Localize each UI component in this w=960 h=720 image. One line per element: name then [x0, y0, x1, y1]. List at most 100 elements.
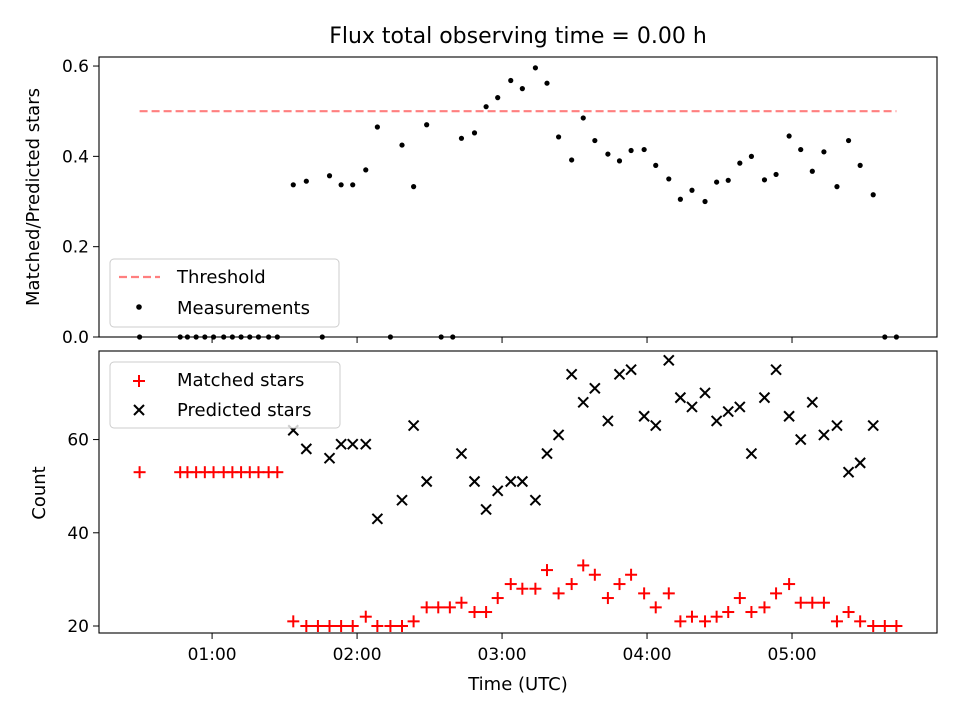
- measurement-point: [519, 86, 525, 92]
- predicted-star-point: [407, 419, 420, 432]
- bottom-y-axis-label: Count: [29, 466, 50, 519]
- measurement-point: [761, 177, 768, 183]
- legend-matched-swatch: [133, 375, 145, 387]
- predicted-star-point: [602, 415, 614, 427]
- measurement-point: [737, 160, 743, 166]
- matched-star-point: [443, 601, 456, 614]
- matched-star-point: [455, 596, 468, 609]
- predicted-star-point: [577, 396, 589, 408]
- matched-star-point: [346, 620, 359, 633]
- measurement-point: [821, 149, 827, 155]
- measurement-point: [834, 184, 840, 190]
- matched-star-point: [854, 615, 867, 628]
- measurement-point: [628, 147, 634, 154]
- y-tick-label: 0.2: [62, 238, 89, 258]
- matched-star-point: [323, 620, 336, 633]
- matched-star-point: [207, 466, 220, 479]
- measurement-point: [748, 153, 755, 159]
- predicted-star-point: [710, 415, 723, 427]
- bottom-legend: Matched stars Predicted stars: [109, 361, 341, 429]
- matched-star-point: [491, 592, 504, 605]
- predicted-star-point: [360, 438, 372, 450]
- predicted-star-point: [674, 391, 687, 404]
- matched-star-point: [662, 587, 675, 600]
- measurement-point: [798, 146, 804, 153]
- matched-star-point: [806, 596, 819, 609]
- matched-star-point: [699, 615, 712, 628]
- measurement-point: [616, 158, 623, 164]
- measurement-point: [508, 77, 514, 84]
- measurement-point: [653, 162, 659, 168]
- matched-star-point: [540, 564, 553, 577]
- matched-star-point: [783, 578, 796, 591]
- measurement-point: [870, 192, 876, 198]
- matched-star-point: [733, 592, 746, 605]
- predicted-star-point: [505, 475, 517, 488]
- predicted-star-point: [371, 513, 384, 525]
- bottom-panel-frame: [98, 350, 938, 634]
- predicted-star-point: [795, 433, 807, 446]
- predicted-star-point: [783, 410, 795, 422]
- matched-star-point: [745, 606, 758, 619]
- legend-predicted-swatch: [133, 404, 145, 416]
- predicted-star-point: [699, 387, 711, 399]
- matched-star-point: [674, 615, 687, 628]
- bottom-y-ticks: 20 40 60: [67, 431, 99, 637]
- predicted-star-point: [745, 447, 758, 460]
- measurement-point: [532, 65, 538, 71]
- legend-predicted-label: Predicted stars: [177, 400, 311, 421]
- predicted-star-point: [480, 503, 492, 516]
- measurement-point: [857, 162, 863, 168]
- top-legend-box: [109, 258, 340, 328]
- y-tick-label: 0.0: [62, 328, 89, 348]
- measurement-point: [689, 187, 695, 193]
- matched-star-point: [271, 466, 284, 479]
- predicted-star-point: [516, 475, 529, 488]
- predicted-star-point: [734, 401, 746, 413]
- matched-star-point: [468, 606, 481, 619]
- matched-star-point: [770, 587, 783, 600]
- predicted-star-point: [818, 429, 830, 441]
- predicted-star-point: [529, 494, 542, 506]
- predicted-star-point: [420, 475, 433, 488]
- measurement-point: [544, 80, 550, 86]
- measurement-point: [714, 179, 720, 185]
- predicted-star-point: [613, 368, 626, 381]
- matched-star-point: [407, 615, 420, 628]
- measurement-point: [424, 122, 430, 128]
- predicted-star-point: [638, 410, 650, 422]
- matched-star-point: [817, 596, 830, 609]
- x-tick-label: 04:00: [623, 645, 672, 665]
- measurement-point: [471, 130, 478, 136]
- matched-star-point: [552, 587, 565, 600]
- matched-star-point: [613, 578, 626, 591]
- predicted-star-point: [854, 457, 866, 469]
- measurement-point: [458, 135, 465, 141]
- y-tick-label: 0.4: [62, 147, 89, 167]
- matched-star-point: [890, 620, 903, 633]
- matched-star-point: [565, 578, 578, 591]
- measurement-point: [374, 124, 380, 130]
- matched-star-point: [577, 559, 590, 572]
- matched-star-point: [638, 587, 651, 600]
- measurement-point: [605, 151, 611, 157]
- matched-star-point: [359, 610, 372, 623]
- legend-measurements-swatch: [136, 304, 142, 310]
- y-tick-label: 20: [67, 617, 89, 637]
- y-tick-label: 60: [67, 431, 89, 451]
- measurement-point: [363, 167, 369, 173]
- predicted-star-point: [589, 382, 601, 394]
- matched-star-point: [480, 606, 493, 619]
- matched-star-point: [420, 601, 433, 614]
- matched-star-point: [649, 601, 662, 614]
- x-tick-label: 03:00: [478, 645, 527, 665]
- predicted-star-point: [625, 363, 637, 376]
- y-tick-label: 0.6: [62, 57, 89, 77]
- matched-star-point: [588, 568, 601, 581]
- bottom-x-ticks: 01:00 02:00 03:00 04:00 05:00: [188, 633, 817, 665]
- predicted-star-point: [335, 438, 347, 450]
- chart-title: Flux total observing time = 0.00 h: [329, 24, 707, 49]
- matched-star-point: [830, 615, 843, 628]
- predicted-star-point: [770, 363, 782, 376]
